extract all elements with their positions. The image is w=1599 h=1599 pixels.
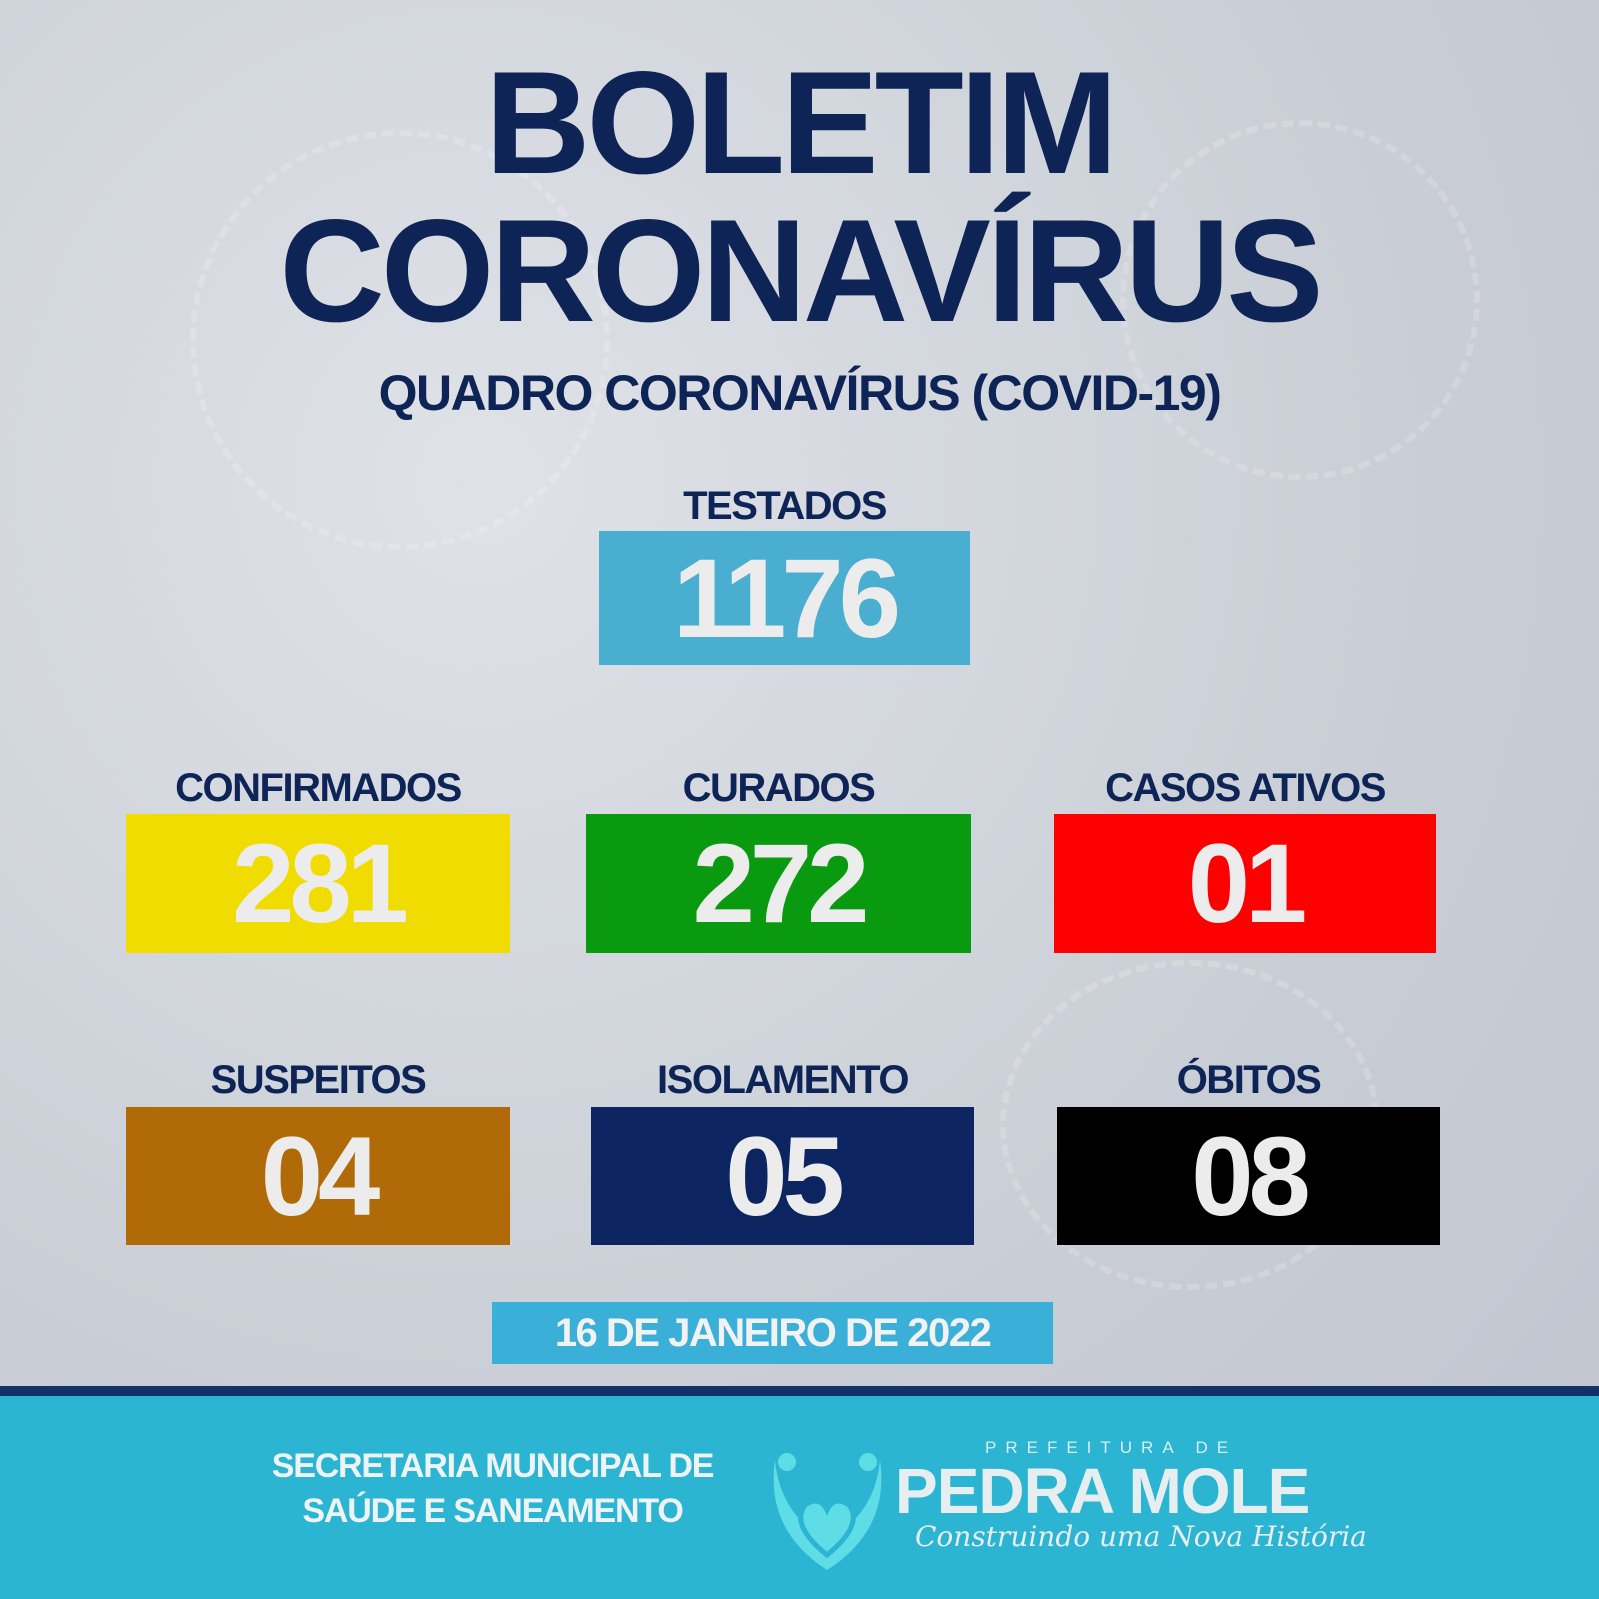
label-curados: CURADOS	[682, 766, 876, 810]
logo-prefeitura: PREFEITURA DE	[985, 1438, 1238, 1457]
heart-people-logo-icon	[773, 1453, 882, 1570]
value-curados: 272	[586, 814, 971, 953]
footer-divider	[0, 1386, 1599, 1396]
subtitle: QUADRO CORONAVÍRUS (COVID-19)	[378, 365, 1222, 421]
footer-line2: SAÚDE E SANEAMENTO	[302, 1492, 683, 1530]
label-suspeitos: SUSPEITOS	[210, 1058, 427, 1102]
footer	[0, 1396, 1599, 1599]
virus-decoration	[190, 130, 610, 550]
title-coronavirus: CORONAVÍRUS	[279, 189, 1323, 352]
value-suspeitos: 04	[126, 1107, 510, 1245]
value-confirmados: 281	[126, 814, 510, 953]
footer-line1: SECRETARIA MUNICIPAL DE	[271, 1447, 715, 1485]
logo-pedra-mole: PEDRA MOLE	[895, 1455, 1310, 1527]
value-testados: 1176	[599, 531, 970, 665]
label-isolamento: ISOLAMENTO	[657, 1058, 909, 1102]
date-banner: 16 DE JANEIRO DE 2022	[492, 1302, 1053, 1364]
label-confirmados: CONFIRMADOS	[175, 766, 462, 810]
value-isolamento: 05	[591, 1107, 974, 1245]
logo-slogan: Construindo uma Nova História	[915, 1520, 1367, 1553]
value-casos-ativos: 01	[1054, 814, 1436, 953]
label-obitos: ÓBITOS	[1176, 1058, 1322, 1102]
value-obitos: 08	[1057, 1107, 1440, 1245]
title-boletim: BOLETIM	[485, 41, 1118, 204]
label-testados: TESTADOS	[683, 484, 887, 528]
virus-decoration	[1120, 120, 1480, 480]
label-casos-ativos: CASOS ATIVOS	[1105, 766, 1386, 810]
